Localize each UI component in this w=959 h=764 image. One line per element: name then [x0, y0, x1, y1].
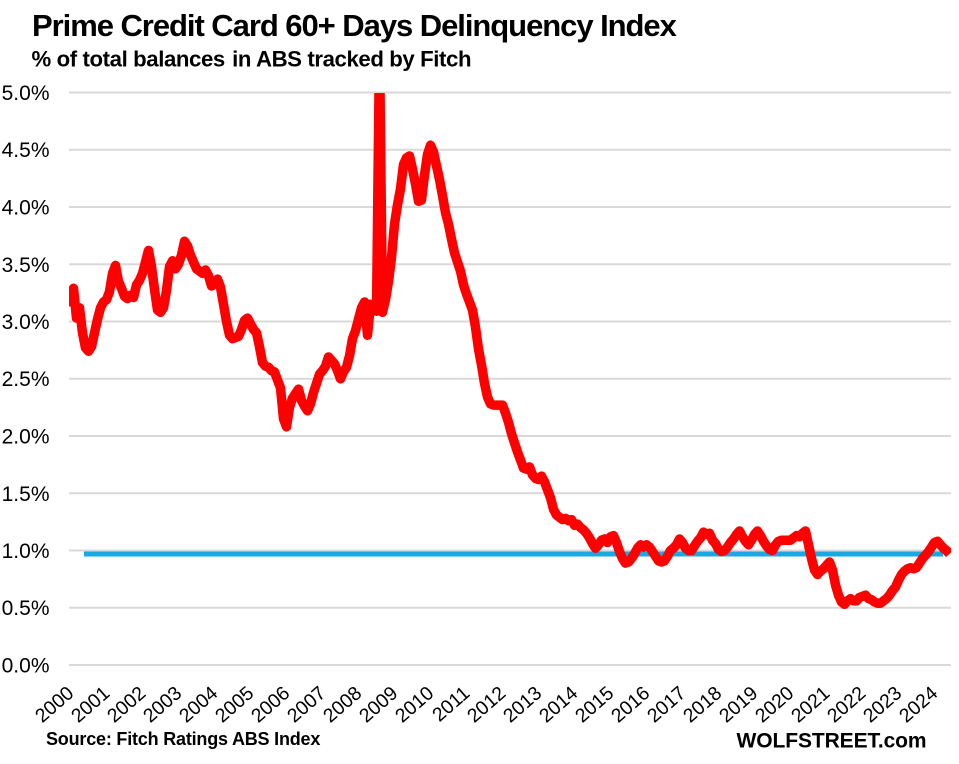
- svg-text:Prime Credit Card 60+ Days Del: Prime Credit Card 60+ Days Delinquency I…: [32, 8, 678, 43]
- svg-text:2015: 2015: [571, 682, 618, 727]
- svg-text:2007: 2007: [283, 682, 330, 727]
- svg-text:3.0%: 3.0%: [2, 311, 50, 334]
- svg-text:2008: 2008: [319, 682, 366, 727]
- svg-text:2017: 2017: [643, 682, 690, 727]
- svg-text:5.0%: 5.0%: [2, 82, 50, 105]
- svg-text:2023: 2023: [859, 682, 906, 727]
- svg-text:2001: 2001: [67, 682, 114, 727]
- svg-text:2002: 2002: [103, 682, 150, 727]
- svg-text:2013: 2013: [499, 682, 546, 727]
- svg-text:2000: 2000: [31, 682, 78, 727]
- svg-text:2003: 2003: [139, 682, 186, 727]
- svg-text:2.5%: 2.5%: [2, 368, 50, 391]
- svg-text:2021: 2021: [787, 682, 834, 727]
- svg-text:2024: 2024: [895, 682, 942, 727]
- svg-text:2010: 2010: [391, 682, 438, 727]
- svg-text:Source: Fitch Ratings ABS Inde: Source: Fitch Ratings ABS Index: [46, 729, 320, 749]
- svg-text:4.5%: 4.5%: [2, 139, 50, 162]
- svg-text:1.5%: 1.5%: [2, 483, 50, 506]
- svg-text:0.5%: 0.5%: [2, 597, 50, 620]
- svg-text:2004: 2004: [175, 682, 222, 727]
- svg-text:WOLFSTREET.com: WOLFSTREET.com: [737, 730, 927, 753]
- svg-text:2022: 2022: [823, 682, 870, 727]
- svg-text:0.0%: 0.0%: [2, 655, 50, 678]
- svg-text:2020: 2020: [751, 682, 798, 727]
- svg-text:2.0%: 2.0%: [2, 426, 50, 449]
- svg-text:2012: 2012: [463, 682, 510, 727]
- svg-text:4.0%: 4.0%: [2, 197, 50, 220]
- svg-text:2006: 2006: [247, 682, 294, 727]
- svg-text:2009: 2009: [355, 682, 402, 727]
- svg-text:2014: 2014: [535, 682, 582, 727]
- svg-text:2019: 2019: [715, 682, 762, 727]
- svg-text:2018: 2018: [679, 682, 726, 727]
- svg-text:2016: 2016: [607, 682, 654, 727]
- svg-text:% of total balances in ABS tr: % of total balances in ABS tracked by Fi…: [32, 47, 472, 72]
- svg-text:2011: 2011: [428, 682, 474, 726]
- svg-text:2005: 2005: [211, 682, 258, 727]
- svg-text:1.0%: 1.0%: [2, 540, 50, 563]
- svg-text:3.5%: 3.5%: [2, 254, 50, 277]
